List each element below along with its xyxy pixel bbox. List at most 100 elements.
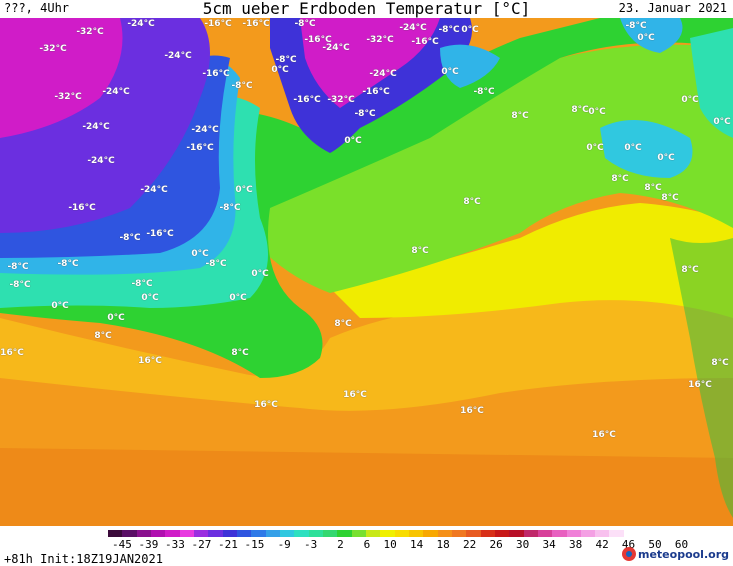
forecast-time: ???, 4Uhr [4,1,70,15]
temperature-label: 0°C [229,293,247,303]
color-scale-swatch [451,530,467,537]
color-scale-ticks: -45 -39 -33 -27 -21 -15 -9 -3 2 6 10 14 … [112,538,689,551]
color-scale-swatch [537,530,553,537]
temperature-label: -16°C [146,229,174,239]
color-scale-swatch [365,530,381,537]
temperature-label: -24°C [82,122,110,132]
temperature-label: -32°C [39,44,67,54]
meteopool-logo[interactable]: meteopool.org [622,547,729,561]
footer: -45 -39 -33 -27 -21 -15 -9 -3 2 6 10 14 … [0,526,733,566]
temperature-label: -24°C [322,43,350,53]
forecast-date: 23. Januar 2021 [618,1,727,15]
temperature-label: -24°C [191,125,219,135]
color-scale-swatch [552,530,567,537]
temperature-label: 8°C [644,183,662,193]
temperature-label: 0°C [637,33,655,43]
temperature-label: 0°C [681,95,699,105]
temperature-label: -8°C [205,259,227,269]
temperature-label: -16°C [304,35,332,45]
temperature-label: -32°C [76,27,104,37]
color-scale-swatch [251,530,266,537]
temperature-label: -8°C [7,262,29,272]
temperature-label: -8°C [294,19,316,29]
temperature-label: -8°C [625,21,647,31]
temperature-label: 16°C [592,430,616,440]
temperature-label: 0°C [344,136,362,146]
color-scale-swatch [165,530,180,537]
temperature-label: 16°C [138,356,162,366]
temperature-label: 16°C [0,348,24,358]
color-scale-swatch [322,530,338,537]
temperature-label: 8°C [681,265,699,275]
temperature-label: -16°C [68,203,96,213]
temperature-label: -8°C [231,81,253,91]
color-scale-swatch [208,530,223,537]
color-scale-swatch [236,530,252,537]
color-scale-swatch [408,530,424,537]
temperature-label: 16°C [688,380,712,390]
temperature-label: -16°C [293,95,321,105]
temperature-map: -24°C -16°C -16°C -8°C -24°C -8°C 0°C -8°C -32°C… [0,18,733,526]
temperature-label: -24°C [102,87,130,97]
temperature-label: -24°C [164,51,192,61]
temperature-label: -8°C [354,109,376,119]
color-scale-swatch [380,530,395,537]
temperature-label: -24°C [127,19,155,29]
temperature-label: -8°C [473,87,495,97]
temperature-label: 0°C [51,301,69,311]
temperature-label: 8°C [661,193,679,203]
temperature-label: 0°C [441,67,459,77]
temperature-label: 8°C [711,358,729,368]
temperature-label: 16°C [460,406,484,416]
temperature-label: 8°C [411,246,429,256]
color-scale-swatch [279,530,295,537]
temperature-label: -16°C [204,19,232,29]
temperature-label: -8°C [9,280,31,290]
temperature-label: -16°C [242,19,270,29]
temperature-label: 0°C [588,107,606,117]
temperature-label: -32°C [54,92,82,102]
color-scale-swatch [509,530,524,537]
temperature-field [0,18,733,526]
color-scale-swatch [423,530,438,537]
temperature-label: 8°C [231,348,249,358]
temperature-label: 8°C [571,105,589,115]
temperature-label: -24°C [399,23,427,33]
color-scale-swatch [609,530,624,537]
color-scale-swatch [265,530,280,537]
color-scale-swatch [150,530,166,537]
temperature-label: -16°C [362,87,390,97]
temperature-label: 0°C [461,25,479,35]
map-title: 5cm ueber Erdboden Temperatur [°C] [202,0,531,18]
temperature-label: -8°C [131,279,153,289]
temperature-label: 0°C [271,65,289,75]
temperature-label: 16°C [254,400,278,410]
color-scale-swatch [193,530,209,537]
color-scale-swatch [466,530,481,537]
color-scale-swatch [308,530,323,537]
color-scale-swatch [108,530,123,537]
color-scale-swatch [222,530,237,537]
temperature-label: -8°C [275,55,297,65]
color-scale-swatch [294,530,309,537]
temperature-label: 0°C [235,185,253,195]
temperature-label: -32°C [366,35,394,45]
color-scale-swatch [394,530,409,537]
color-scale-swatch [494,530,510,537]
temperature-label: 0°C [107,313,125,323]
temperature-label: 8°C [511,111,529,121]
init-time: +81h Init:18Z19JAN2021 [4,552,163,566]
temperature-label: -24°C [140,185,168,195]
color-scale-swatch [351,530,366,537]
temperature-label: 8°C [94,331,112,341]
temperature-label: 8°C [611,174,629,184]
header: ???, 4Uhr 5cm ueber Erdboden Temperatur … [0,0,733,18]
temperature-label: 0°C [251,269,269,279]
color-scale-swatch [179,530,194,537]
temperature-label: 0°C [141,293,159,303]
temperature-label: -8°C [57,259,79,269]
color-scale-swatch [337,530,352,537]
meteopool-logo-icon [622,547,636,561]
temperature-label: -16°C [186,143,214,153]
temperature-label: 0°C [624,143,642,153]
